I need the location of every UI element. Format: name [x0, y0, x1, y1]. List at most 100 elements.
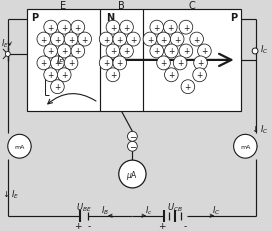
Text: $\mu$A: $\mu$A — [126, 168, 138, 181]
Text: +: + — [47, 71, 54, 80]
Text: $U_{CB}$: $U_{CB}$ — [167, 201, 183, 213]
Text: $I_c$: $I_c$ — [145, 204, 153, 216]
Text: +: + — [61, 47, 67, 56]
Text: N: N — [106, 13, 114, 23]
Text: +: + — [54, 83, 61, 92]
Circle shape — [5, 52, 10, 57]
Text: $I_E$: $I_E$ — [1, 38, 9, 50]
Text: $\downarrow I_E$: $\downarrow I_E$ — [1, 188, 19, 200]
Text: +: + — [197, 59, 204, 68]
Text: -: - — [88, 221, 91, 230]
Circle shape — [173, 57, 187, 70]
Text: +: + — [193, 35, 200, 44]
Circle shape — [157, 57, 170, 70]
Circle shape — [78, 33, 91, 47]
Text: +: + — [183, 47, 189, 56]
Circle shape — [8, 135, 31, 158]
Text: +: + — [123, 24, 130, 33]
Text: -: - — [183, 221, 187, 230]
Circle shape — [179, 21, 193, 35]
Text: $\downarrow I_C$: $\downarrow I_C$ — [250, 123, 269, 135]
Text: +: + — [168, 47, 175, 56]
Circle shape — [194, 57, 207, 70]
Circle shape — [51, 57, 64, 70]
Circle shape — [106, 69, 120, 82]
Text: +: + — [154, 47, 160, 56]
Text: +: + — [103, 59, 109, 68]
Text: +: + — [154, 24, 160, 33]
Circle shape — [193, 69, 206, 82]
Circle shape — [179, 45, 193, 59]
Text: +: + — [183, 24, 189, 33]
Text: P: P — [230, 13, 237, 23]
Text: mA: mA — [240, 144, 251, 149]
Circle shape — [44, 21, 57, 35]
Circle shape — [64, 33, 78, 47]
Text: B: B — [118, 1, 125, 11]
Text: +: + — [47, 24, 54, 33]
Circle shape — [37, 33, 51, 47]
FancyArrowPatch shape — [48, 94, 96, 104]
Circle shape — [252, 49, 258, 55]
Circle shape — [128, 142, 137, 152]
Text: +: + — [68, 35, 74, 44]
Circle shape — [51, 33, 64, 47]
Text: +: + — [185, 83, 191, 92]
Circle shape — [120, 45, 133, 59]
Text: +: + — [110, 71, 116, 80]
Text: +: + — [117, 59, 123, 68]
Circle shape — [44, 69, 57, 82]
Circle shape — [150, 45, 163, 59]
Text: +: + — [123, 47, 130, 56]
Text: +: + — [147, 35, 153, 44]
Circle shape — [157, 33, 170, 47]
Circle shape — [126, 33, 140, 47]
Text: +: + — [41, 35, 47, 44]
Text: $I_B$: $I_B$ — [101, 204, 109, 216]
Text: +: + — [103, 35, 109, 44]
Text: +: + — [61, 24, 67, 33]
Circle shape — [51, 80, 64, 94]
Text: +: + — [74, 221, 82, 230]
Circle shape — [170, 33, 184, 47]
Text: +: + — [130, 35, 137, 44]
Circle shape — [198, 45, 211, 59]
Text: +: + — [196, 71, 203, 80]
Text: +: + — [167, 24, 174, 33]
Circle shape — [143, 33, 157, 47]
Text: −: − — [129, 142, 136, 151]
Text: $U_{BE}$: $U_{BE}$ — [76, 201, 92, 213]
Text: +: + — [168, 71, 175, 80]
Text: +: + — [201, 47, 208, 56]
Text: +: + — [110, 24, 116, 33]
Text: +: + — [117, 35, 123, 44]
Text: +: + — [158, 221, 165, 230]
Circle shape — [163, 21, 177, 35]
Circle shape — [71, 21, 85, 35]
Circle shape — [113, 57, 126, 70]
Text: P: P — [32, 13, 39, 23]
Text: +: + — [174, 35, 180, 44]
Circle shape — [106, 21, 120, 35]
Text: +: + — [75, 24, 81, 33]
Text: +: + — [47, 47, 54, 56]
Circle shape — [113, 33, 126, 47]
Text: −: − — [129, 132, 136, 141]
Circle shape — [120, 21, 133, 35]
Text: +: + — [160, 59, 167, 68]
Circle shape — [99, 33, 113, 47]
Text: E: E — [60, 1, 66, 11]
Circle shape — [64, 57, 78, 70]
Circle shape — [57, 21, 71, 35]
Circle shape — [181, 80, 195, 94]
Circle shape — [234, 135, 257, 158]
Text: $I_E$: $I_E$ — [57, 53, 66, 67]
Circle shape — [37, 57, 51, 70]
Circle shape — [150, 21, 163, 35]
Text: C: C — [188, 1, 195, 11]
Circle shape — [165, 45, 178, 59]
Circle shape — [99, 57, 113, 70]
Circle shape — [57, 45, 71, 59]
Circle shape — [190, 33, 203, 47]
Circle shape — [57, 69, 71, 82]
